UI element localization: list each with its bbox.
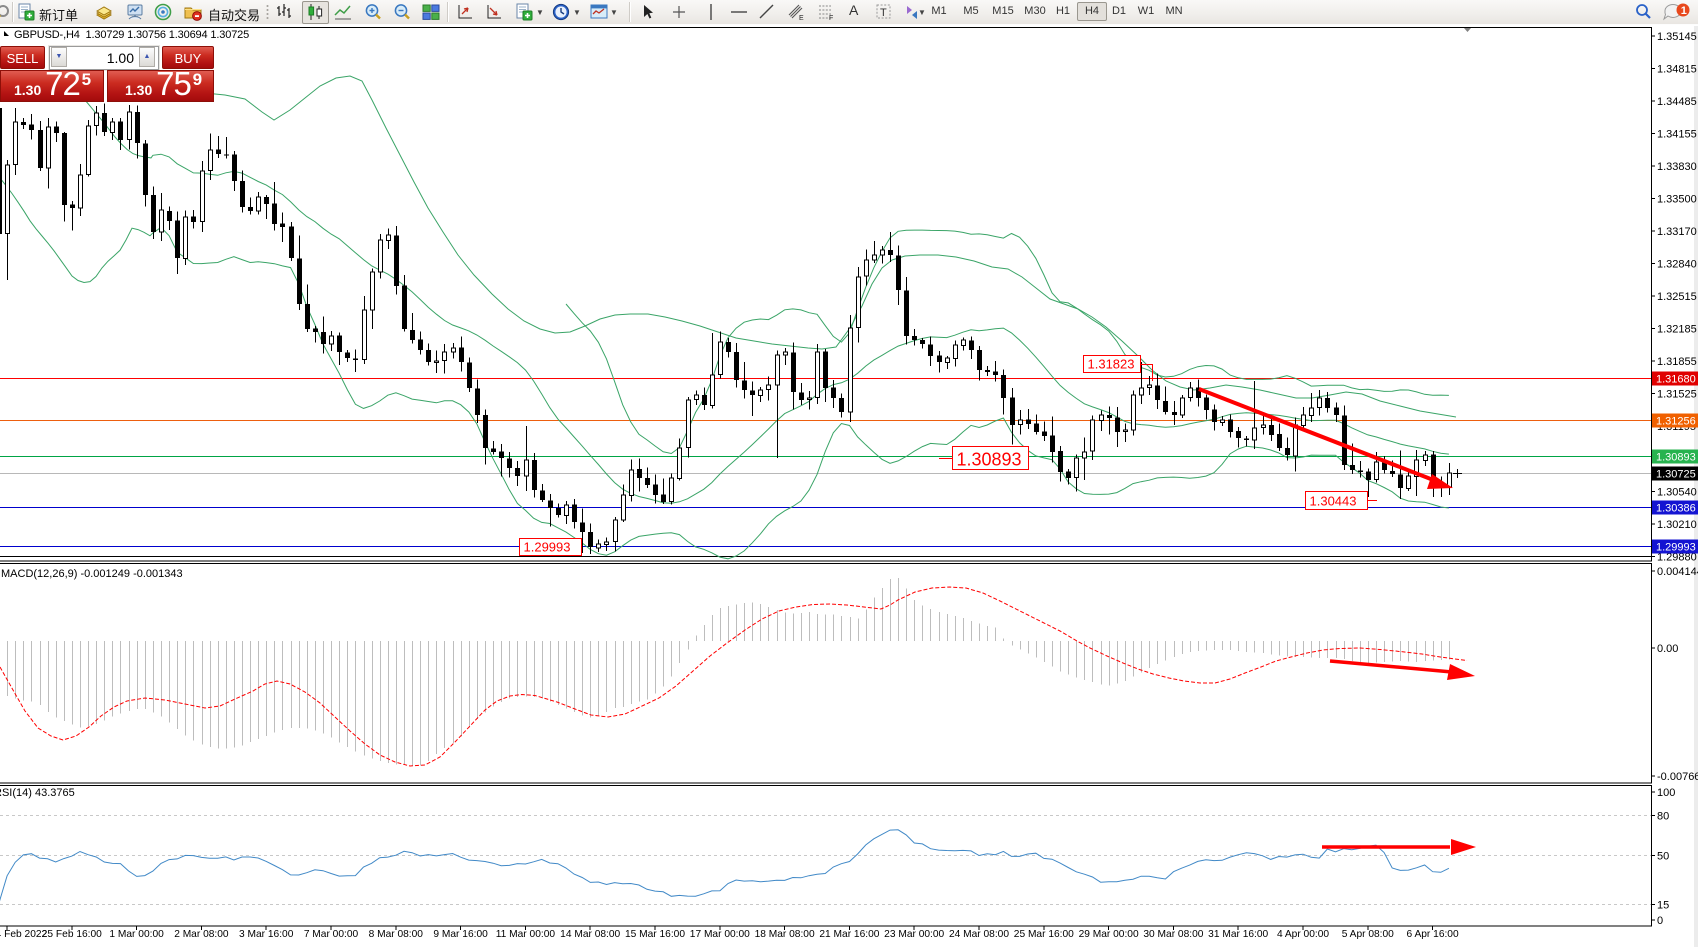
svg-text:17 Mar 00:00: 17 Mar 00:00 bbox=[690, 929, 750, 940]
svg-text:1.30540: 1.30540 bbox=[1657, 487, 1697, 499]
svg-text:23 Mar 00:00: 23 Mar 00:00 bbox=[884, 929, 944, 940]
svg-text:E: E bbox=[799, 15, 804, 21]
svg-text:14 Mar 08:00: 14 Mar 08:00 bbox=[560, 929, 620, 940]
svg-text:2 Mar 08:00: 2 Mar 08:00 bbox=[174, 929, 229, 940]
svg-text:1.31855: 1.31855 bbox=[1657, 356, 1697, 368]
svg-text:1.33170: 1.33170 bbox=[1657, 226, 1697, 238]
svg-text:1.34485: 1.34485 bbox=[1657, 96, 1697, 108]
svg-text:3 Mar 16:00: 3 Mar 16:00 bbox=[239, 929, 294, 940]
svg-text:25 Feb 16:00: 25 Feb 16:00 bbox=[42, 929, 102, 940]
svg-text:1.29880: 1.29880 bbox=[1657, 552, 1697, 564]
svg-text:1 Mar 00:00: 1 Mar 00:00 bbox=[109, 929, 164, 940]
svg-text:1.34815: 1.34815 bbox=[1657, 64, 1697, 76]
svg-text:F: F bbox=[829, 15, 833, 21]
svg-text:1.31680: 1.31680 bbox=[1656, 374, 1696, 386]
svg-text:5 Apr 08:00: 5 Apr 08:00 bbox=[1342, 929, 1394, 940]
svg-text:1.30893: 1.30893 bbox=[957, 450, 1022, 470]
svg-text:25 Mar 16:00: 25 Mar 16:00 bbox=[1014, 929, 1074, 940]
svg-text:15: 15 bbox=[1657, 900, 1669, 912]
svg-text:1.31823: 1.31823 bbox=[1088, 357, 1135, 372]
svg-text:1.31525: 1.31525 bbox=[1657, 389, 1697, 401]
svg-text:11 Mar 00:00: 11 Mar 00:00 bbox=[496, 929, 556, 940]
svg-text:30 Mar 08:00: 30 Mar 08:00 bbox=[1143, 929, 1203, 940]
svg-text:1.32515: 1.32515 bbox=[1657, 291, 1697, 303]
svg-text:29 Mar 00:00: 29 Mar 00:00 bbox=[1079, 929, 1139, 940]
svg-text:4 Apr 00:00: 4 Apr 00:00 bbox=[1277, 929, 1329, 940]
svg-text:1.34155: 1.34155 bbox=[1657, 129, 1697, 141]
svg-text:24 Feb 2022: 24 Feb 2022 bbox=[0, 929, 48, 940]
svg-text:100: 100 bbox=[1657, 787, 1675, 799]
svg-text:8 Mar 08:00: 8 Mar 08:00 bbox=[369, 929, 424, 940]
svg-text:1.33500: 1.33500 bbox=[1657, 194, 1697, 206]
svg-text:1.30725: 1.30725 bbox=[1656, 469, 1696, 481]
svg-text:1.29993: 1.29993 bbox=[524, 540, 571, 555]
svg-text:1.30210: 1.30210 bbox=[1657, 519, 1697, 531]
svg-text:1.32185: 1.32185 bbox=[1657, 324, 1697, 336]
svg-text:1: 1 bbox=[1681, 5, 1687, 17]
svg-text:RSI(14) 43.3765: RSI(14) 43.3765 bbox=[0, 787, 75, 799]
svg-text:7 Mar 00:00: 7 Mar 00:00 bbox=[304, 929, 359, 940]
svg-text:50: 50 bbox=[1657, 851, 1669, 863]
svg-text:1.31256: 1.31256 bbox=[1656, 416, 1696, 428]
svg-text:1.30386: 1.30386 bbox=[1656, 503, 1696, 515]
svg-text:21 Mar 16:00: 21 Mar 16:00 bbox=[819, 929, 879, 940]
svg-text:18 Mar 08:00: 18 Mar 08:00 bbox=[755, 929, 815, 940]
svg-text:0: 0 bbox=[1657, 915, 1663, 927]
svg-text:-0.007664: -0.007664 bbox=[1657, 771, 1698, 783]
svg-text:24 Mar 08:00: 24 Mar 08:00 bbox=[949, 929, 1009, 940]
svg-text:1.29993: 1.29993 bbox=[1656, 542, 1696, 554]
svg-text:0.00: 0.00 bbox=[1657, 643, 1678, 655]
svg-text:1.30893: 1.30893 bbox=[1656, 452, 1696, 464]
svg-text:1.35145: 1.35145 bbox=[1657, 31, 1697, 43]
svg-text:1.30443: 1.30443 bbox=[1310, 494, 1357, 509]
svg-text:GBPUSD-,H4 1.30729 1.30756 1.: GBPUSD-,H4 1.30729 1.30756 1.30694 1.307… bbox=[14, 29, 249, 41]
svg-text:T: T bbox=[880, 7, 887, 19]
svg-text:6 Apr 16:00: 6 Apr 16:00 bbox=[1407, 929, 1459, 940]
svg-text:15 Mar 16:00: 15 Mar 16:00 bbox=[625, 929, 685, 940]
svg-text:9 Mar 16:00: 9 Mar 16:00 bbox=[433, 929, 488, 940]
svg-text:1.32840: 1.32840 bbox=[1657, 259, 1697, 271]
svg-text:80: 80 bbox=[1657, 811, 1669, 823]
svg-text:MACD(12,26,9) -0.001249 -0.001: MACD(12,26,9) -0.001249 -0.001343 bbox=[1, 568, 183, 580]
svg-text:1.33830: 1.33830 bbox=[1657, 161, 1697, 173]
svg-text:31 Mar 16:00: 31 Mar 16:00 bbox=[1208, 929, 1268, 940]
svg-text:0.004144: 0.004144 bbox=[1657, 566, 1698, 578]
